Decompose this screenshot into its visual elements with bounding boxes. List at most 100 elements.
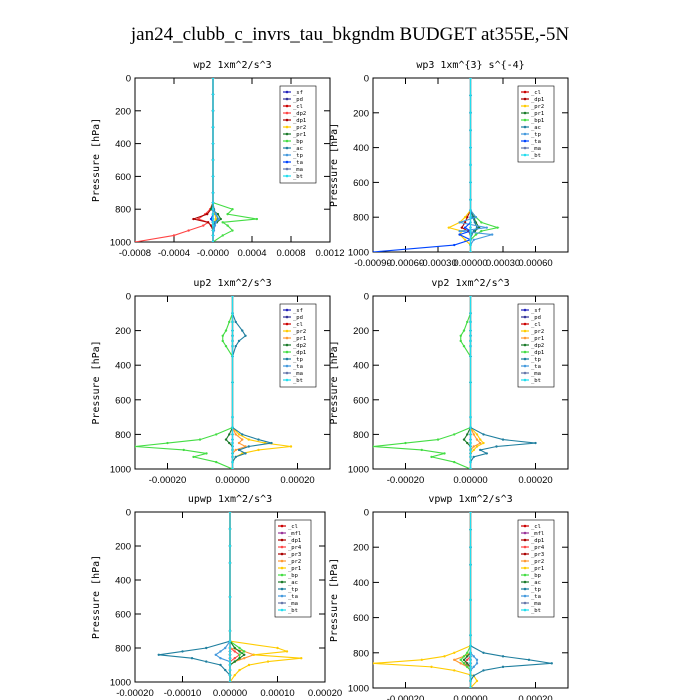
data-point xyxy=(469,216,472,219)
legend-marker xyxy=(285,336,289,340)
data-point xyxy=(231,455,234,459)
data-point xyxy=(211,212,215,216)
data-point xyxy=(211,78,215,80)
data-point xyxy=(244,334,247,337)
data-point xyxy=(462,662,466,665)
legend-label: _bt xyxy=(288,608,298,614)
data-point xyxy=(459,662,462,665)
data-point xyxy=(231,344,234,348)
legend-marker xyxy=(280,559,284,563)
data-point xyxy=(462,329,466,332)
data-point xyxy=(241,433,244,436)
data-point xyxy=(228,320,231,324)
legend: _sf_pd_cl_pr2_pr1_dp2_dp1_tp_ta_ma_bt xyxy=(517,303,555,388)
data-point xyxy=(219,650,222,653)
data-point xyxy=(469,512,472,514)
data-point xyxy=(469,209,472,212)
data-point xyxy=(469,665,472,669)
series-line-dp1 xyxy=(191,78,214,242)
data-point xyxy=(469,238,472,242)
data-point xyxy=(469,674,472,677)
panel-title: upwp 1xm^2/s^3 xyxy=(188,494,272,505)
legend-marker xyxy=(523,594,527,598)
legend-marker xyxy=(285,364,289,368)
data-point xyxy=(482,441,485,445)
data-point xyxy=(469,229,472,233)
data-point xyxy=(469,163,472,167)
data-point xyxy=(224,646,227,650)
legend-label: _ma xyxy=(531,601,541,607)
data-point xyxy=(453,669,456,672)
plot-frame xyxy=(134,77,331,243)
panel-1: wp2 1xm^2/s^3 Pressure [hPa] 0 200 400 600 800… xyxy=(91,60,345,259)
data-point xyxy=(469,563,472,566)
legend-marker xyxy=(523,139,527,143)
data-point xyxy=(463,238,467,242)
legend-label: _cl xyxy=(293,322,303,328)
data-point xyxy=(404,441,407,445)
data-point xyxy=(214,217,218,221)
data-point xyxy=(238,653,241,656)
data-point xyxy=(469,438,472,441)
figure-title: jan24_clubb_c_invrs_tau_bkgndm BUDGET at… xyxy=(130,24,569,45)
legend-label: _dp2 xyxy=(293,343,306,349)
data-point xyxy=(472,229,475,233)
data-point xyxy=(475,662,479,665)
data-point xyxy=(243,653,246,656)
panel-title: up2 1xm^2/s^3 xyxy=(193,278,271,289)
legend-marker xyxy=(523,315,527,319)
legend-label: _sf xyxy=(293,308,303,314)
data-point xyxy=(420,658,423,662)
data-point xyxy=(231,448,234,452)
y-tick-label: 400 xyxy=(115,576,131,587)
legend: _cl_dp1_pr2_pr1_bp1_ac_tp_ta_ma_bt xyxy=(517,85,555,163)
y-tick-label: 1000 xyxy=(110,678,131,689)
data-point xyxy=(466,320,469,324)
y-tick-label: 400 xyxy=(115,139,131,150)
data-point xyxy=(237,339,241,343)
x-tick-label: -0.00060 xyxy=(387,258,425,269)
y-tick-label: 0 xyxy=(364,74,369,85)
legend-label: _bt xyxy=(531,153,541,159)
series-group xyxy=(373,78,500,252)
y-tick-label: 0 xyxy=(364,292,369,303)
x-tick-label: 0.00000 xyxy=(215,475,249,486)
legend-label: _tp xyxy=(293,153,303,159)
legend-marker xyxy=(280,524,284,528)
data-point xyxy=(469,644,472,647)
legend-marker xyxy=(523,357,527,361)
legend-label: _bt xyxy=(293,174,303,180)
data-point xyxy=(472,448,475,452)
data-point xyxy=(469,344,472,348)
series-group xyxy=(373,512,553,688)
data-point xyxy=(466,662,469,665)
y-axis-label: Pressure [hPa] xyxy=(91,118,102,202)
legend-marker xyxy=(523,608,527,612)
data-point xyxy=(209,217,213,221)
legend-label: _bp xyxy=(293,139,303,145)
data-point xyxy=(181,650,184,653)
data-point xyxy=(469,312,472,315)
data-point xyxy=(231,426,234,429)
legend-label: _mfl xyxy=(531,531,544,537)
data-point xyxy=(469,452,472,455)
data-point xyxy=(482,433,485,436)
data-point xyxy=(205,646,208,650)
data-point xyxy=(430,455,433,459)
y-tick-label: 400 xyxy=(115,361,131,372)
legend-marker xyxy=(285,371,289,375)
data-point xyxy=(231,229,234,232)
data-point xyxy=(228,660,232,663)
legend-marker xyxy=(523,566,527,570)
y-tick-label: 600 xyxy=(115,610,131,621)
legend-marker xyxy=(523,132,527,136)
data-point xyxy=(443,655,446,658)
legend-label: _ac xyxy=(293,146,303,152)
data-point xyxy=(255,217,259,221)
legend-marker xyxy=(523,378,527,382)
panel-title: vpwp 1xm^2/s^3 xyxy=(428,494,512,505)
y-axis-label: Pressure [hPa] xyxy=(91,340,102,424)
legend-marker xyxy=(285,378,289,382)
data-point xyxy=(469,250,472,252)
x-tick-label: -0.00030 xyxy=(419,258,457,269)
